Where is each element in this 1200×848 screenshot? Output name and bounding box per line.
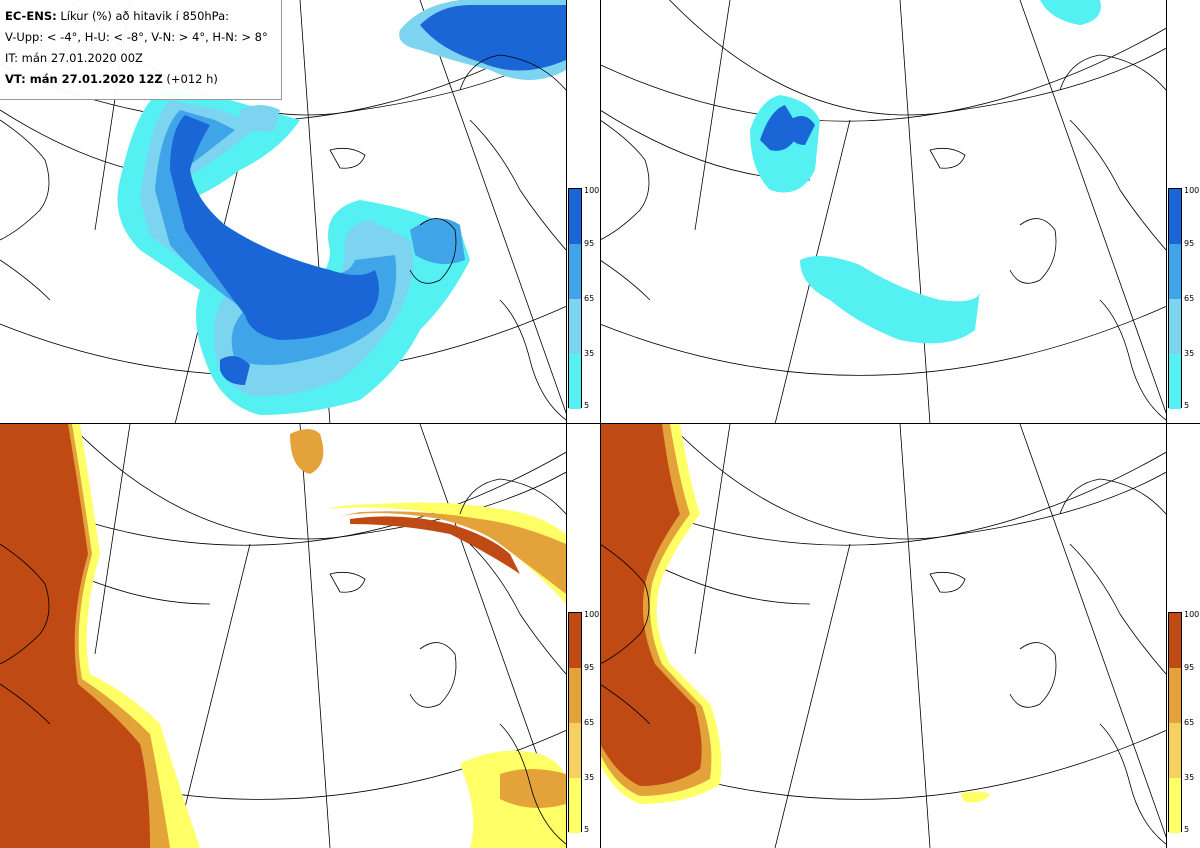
legend-tick-65: 65 [584, 718, 595, 727]
legend-tick-65: 65 [584, 294, 595, 303]
legend-orange-lower-right: 100 95 65 35 5 [1168, 610, 1200, 834]
legend-tick-65: 65 [1184, 718, 1195, 727]
legend-tick-35: 35 [584, 773, 595, 782]
probability-field-upper-left [117, 0, 566, 415]
info-box: EC-ENS: Líkur (%) að hitavik í 850hPa: V… [0, 0, 282, 100]
map-upper-left [0, 0, 566, 424]
legend-tick-95: 95 [1184, 239, 1195, 248]
probability-field-lower-left [0, 424, 566, 848]
legend-tick-5: 5 [1184, 401, 1190, 410]
probability-field-lower-right [600, 424, 990, 804]
vertical-divider-far-right [1166, 0, 1167, 848]
legend-tick-35: 35 [584, 349, 595, 358]
lead-time: (+012 h) [166, 72, 218, 86]
coastlines-lower-right [600, 478, 1166, 845]
coastlines-upper-right [600, 54, 1166, 421]
legend-blue-upper-right: 100 95 65 35 5 [1168, 186, 1200, 410]
legend-blue-upper-left: 100 95 65 35 5 [568, 186, 600, 410]
legend-orange-lower-left: 100 95 65 35 5 [568, 610, 600, 834]
probability-field-upper-right [750, 0, 1101, 344]
map-lower-right [600, 424, 1166, 848]
description: Líkur (%) að hitavik í 850hPa: [60, 9, 230, 23]
coastlines-lower-left [0, 478, 566, 845]
map-panel-lower-right [600, 424, 1166, 848]
legend-tick-100: 100 [1184, 186, 1200, 195]
map-panel-upper-right [600, 0, 1166, 424]
initial-time: IT: mán 27.01.2020 00Z [5, 51, 143, 65]
vertical-divider-right [600, 0, 601, 848]
map-panel-lower-left [0, 424, 566, 848]
vertical-divider-left [566, 0, 567, 848]
legend-tick-5: 5 [584, 825, 590, 834]
valid-time: VT: mán 27.01.2020 12Z [5, 72, 163, 86]
valid-time-line: VT: mán 27.01.2020 12Z (+012 h) [5, 69, 281, 90]
thresholds-line: V-Upp: < -4°, H-U: < -8°, V-N: > 4°, H-N… [5, 30, 268, 44]
legend-tick-100: 100 [584, 610, 600, 619]
coastlines-upper-left [0, 54, 566, 421]
map-upper-right [600, 0, 1166, 424]
legend-tick-5: 5 [584, 401, 590, 410]
legend-tick-65: 65 [1184, 294, 1195, 303]
model-name: EC-ENS: [5, 9, 57, 23]
legend-tick-100: 100 [1184, 610, 1200, 619]
legend-tick-100: 100 [584, 186, 600, 195]
legend-tick-95: 95 [1184, 663, 1195, 672]
legend-tick-5: 5 [1184, 825, 1190, 834]
map-panel-upper-left: EC-ENS: Líkur (%) að hitavik í 850hPa: V… [0, 0, 566, 424]
legend-tick-35: 35 [1184, 773, 1195, 782]
legend-tick-95: 95 [584, 239, 595, 248]
legend-tick-95: 95 [584, 663, 595, 672]
info-line-1: EC-ENS: Líkur (%) að hitavik í 850hPa: [5, 6, 281, 27]
map-lower-left [0, 424, 566, 848]
legend-tick-35: 35 [1184, 349, 1195, 358]
